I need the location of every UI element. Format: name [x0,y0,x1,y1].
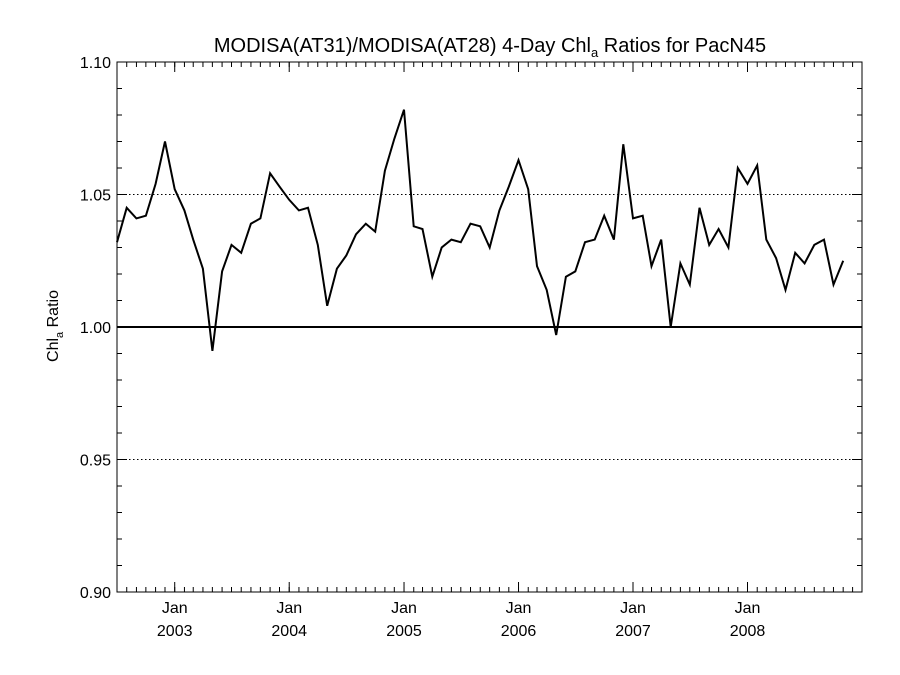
series-line-0 [116,109,845,352]
plot-frame [116,61,863,593]
x-tick-labels: Jan 2003 Jan 2004 Jan 2005 Jan 2006 Jan 2007 Jan 20… [157,600,765,640]
x-tick-label-month-3: Jan [506,600,532,617]
chart-title-main: MODISA(AT31)/MODISA(AT28) 4-Day Chl [214,35,591,57]
x-tick-label-year-3: 2006 [501,623,537,640]
y-axis-label-subscript: a [54,331,66,338]
chart-title-subscript: a [591,45,599,60]
y-tick-label-3: 1.05 [80,188,111,205]
y-axis-label-main: Chl [45,338,62,362]
x-tick-label-month-0: Jan [162,600,188,617]
y-tick-label-4: 1.10 [80,55,111,72]
y-tick-label-0: 0.90 [80,585,111,602]
y-axis-label-suffix: Ratio [45,290,62,332]
x-tick-label-year-5: 2008 [730,623,766,640]
grid-lines [117,194,862,460]
y-axis-label: Chla Ratio [45,290,66,362]
x-tick-label-month-4: Jan [620,600,646,617]
x-tick-label-year-2: 2005 [386,623,422,640]
series-layer [116,109,862,352]
y-tick-labels: 0.90 0.95 1.00 1.05 1.10 [80,55,111,602]
x-tick-label-month-1: Jan [276,600,302,617]
y-tick-label-2: 1.00 [80,320,111,337]
chart-title-suffix: Ratios for PacN45 [598,35,766,57]
chart-title: MODISA(AT31)/MODISA(AT28) 4-Day Chla Rat… [214,35,766,60]
x-tick-label-year-4: 2007 [615,623,651,640]
x-tick-label-year-0: 2003 [157,623,193,640]
x-tick-label-month-2: Jan [391,600,417,617]
y-tick-label-1: 0.95 [80,453,111,470]
x-tick-label-year-1: 2004 [271,623,307,640]
x-tick-label-month-5: Jan [735,600,761,617]
